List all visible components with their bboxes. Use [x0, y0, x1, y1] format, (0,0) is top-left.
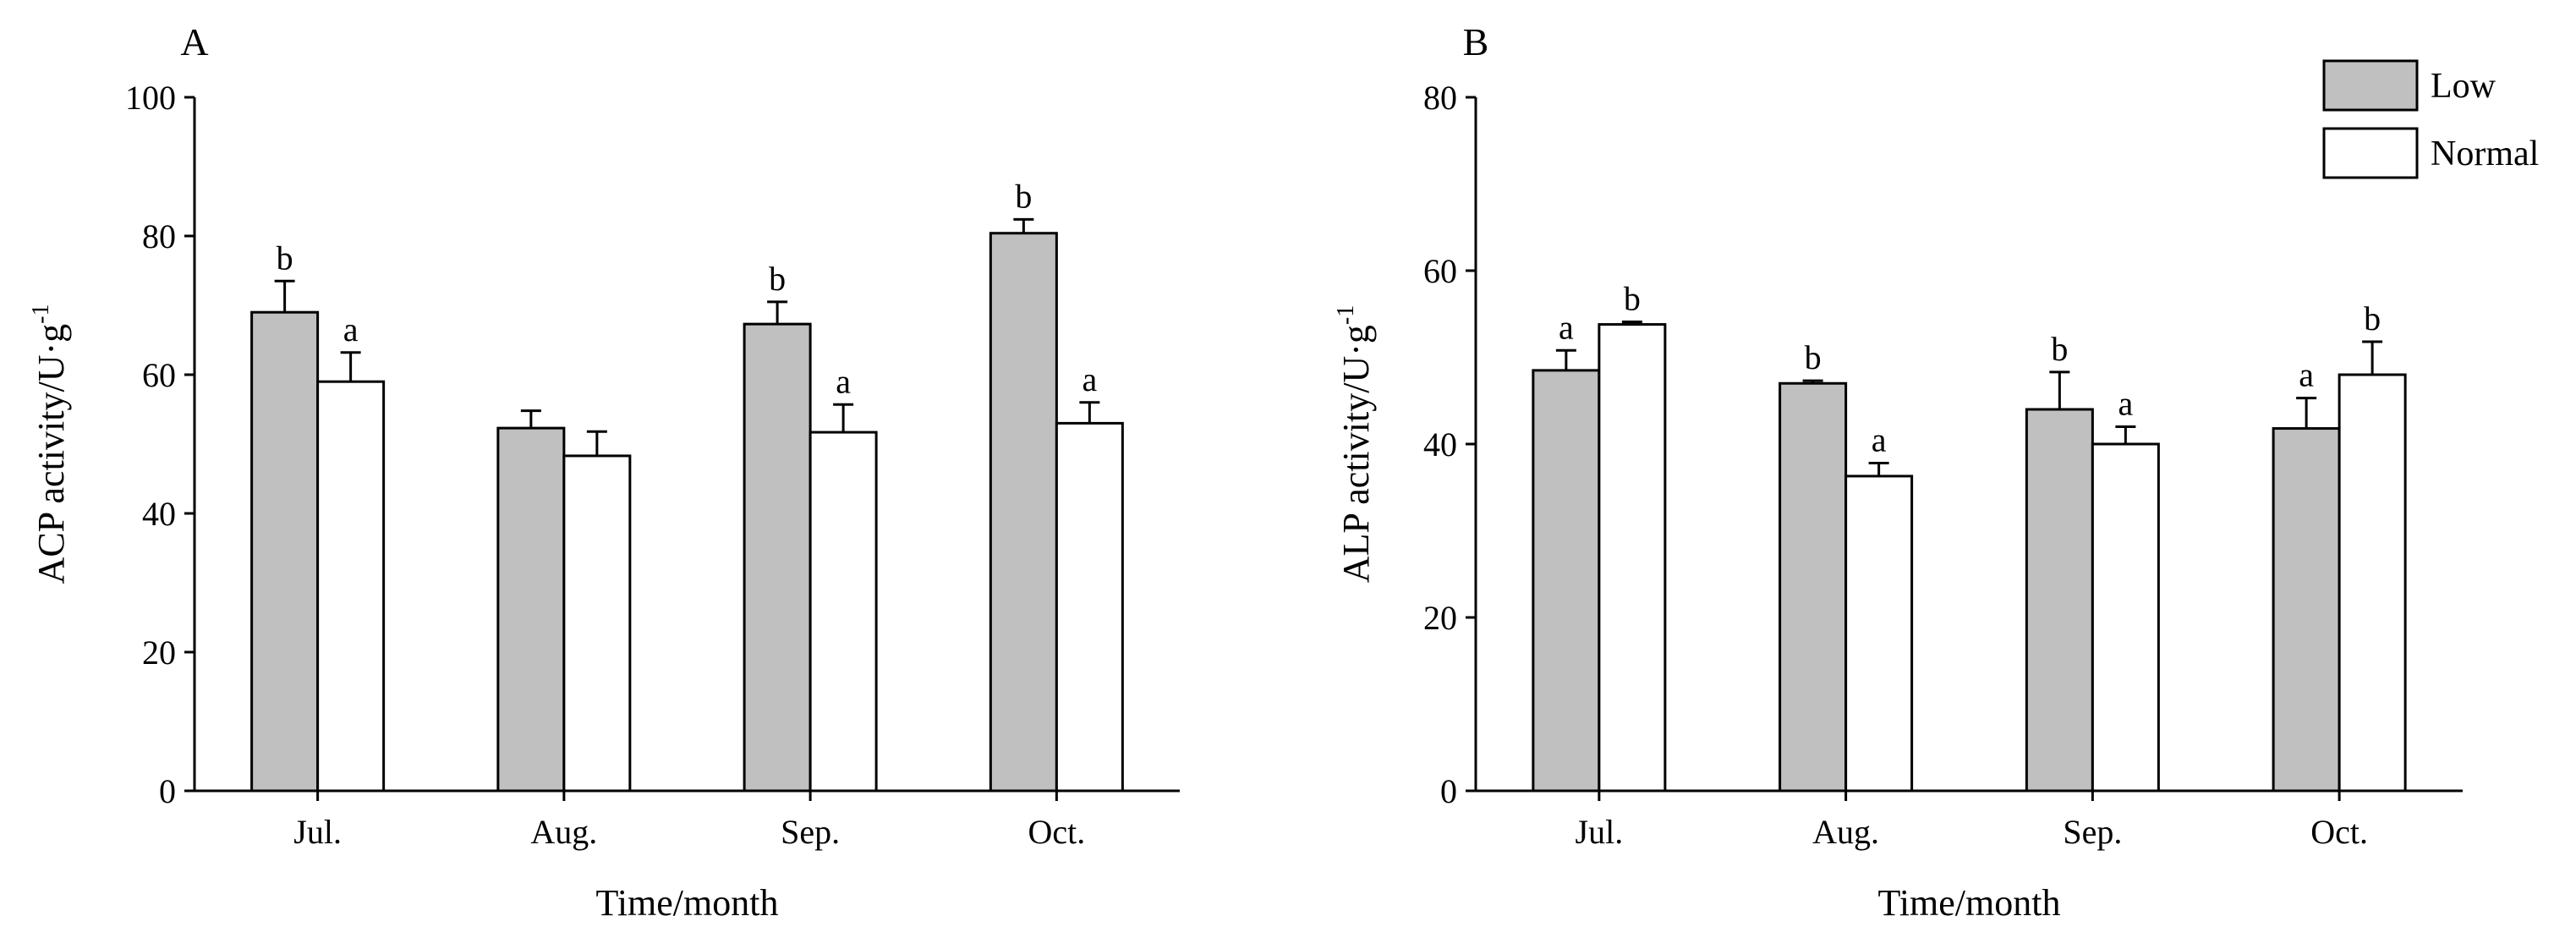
significance-label: b [2051, 330, 2068, 368]
significance-label: b [769, 260, 786, 298]
bar-low-0 [1532, 369, 1601, 793]
x-tick-label: Jul. [1576, 813, 1624, 851]
bar-normal-2 [808, 431, 878, 793]
bar-normal-2 [2091, 442, 2160, 793]
y-tick-label: 40 [142, 495, 176, 533]
legend-label-low: Low [2431, 67, 2497, 106]
significance-label: b [277, 239, 293, 277]
significance-label: a [1872, 421, 1887, 459]
x-tick-label: Sep. [781, 813, 840, 851]
bar-low-1 [1779, 381, 1848, 793]
significance-label: a [836, 362, 851, 400]
x-tick-label: Aug. [530, 813, 597, 851]
significance-label: a [343, 310, 359, 348]
y-tick-label: 100 [125, 79, 176, 117]
y-tick-label: 80 [1423, 79, 1457, 117]
significance-label: a [2118, 385, 2133, 423]
chart-panel-b: B 0 20 40 60 80 Jul. a b Aug. b a Sep. b a Oct. a b ALP ac… [1333, 20, 2463, 924]
significance-label: b [1805, 338, 1822, 376]
legend-swatch-normal [2322, 127, 2419, 179]
bar-low-3 [2272, 427, 2341, 793]
y-tick-label: 20 [1423, 599, 1457, 637]
bar-normal-3 [2338, 373, 2407, 793]
bar-normal-1 [562, 454, 632, 793]
significance-label: a [1559, 308, 1574, 346]
bar-low-1 [496, 426, 566, 793]
y-axis-title: ALP activity/U·g-1 [1333, 305, 1377, 583]
y-axis-title-text: ALP activity/U·g [1335, 325, 1377, 583]
y-tick-label: 80 [142, 217, 176, 255]
significance-label: a [2299, 356, 2314, 394]
y-tick-label: 0 [159, 772, 176, 810]
bar-low-3 [989, 232, 1058, 793]
bar-normal-0 [316, 380, 386, 793]
bar-low-0 [250, 310, 320, 793]
bar-normal-0 [1598, 323, 1667, 793]
significance-label: b [1624, 279, 1641, 317]
chart-panel-a: A 0 20 40 60 80 100 Jul. b a Aug. Sep. b a Oct. b a ACP a… [28, 20, 1180, 924]
panel-label: B [1463, 20, 1489, 63]
bar-low-2 [743, 322, 812, 793]
significance-label: b [1015, 177, 1032, 215]
y-axis-title: ACP activity/U·g-1 [28, 304, 72, 584]
significance-label: b [2364, 299, 2381, 337]
y-tick-label: 40 [1423, 425, 1457, 464]
significance-label: a [1082, 360, 1097, 398]
x-axis-title: Time/month [596, 882, 779, 924]
x-axis-title: Time/month [1878, 882, 2061, 924]
x-tick-label: Sep. [2063, 813, 2122, 851]
bar-normal-3 [1055, 421, 1124, 793]
panel-label: A [180, 20, 208, 63]
y-axis-title-text: ACP activity/U·g [30, 324, 72, 584]
y-axis-title-superscript: -1 [28, 304, 54, 324]
x-tick-label: Oct. [1028, 813, 1085, 851]
y-tick-label: 60 [1423, 252, 1457, 290]
x-tick-label: Oct. [2310, 813, 2368, 851]
legend-label-normal: Normal [2431, 134, 2539, 173]
y-tick-label: 20 [142, 634, 176, 672]
x-tick-label: Aug. [1812, 813, 1879, 851]
y-tick-label: 60 [142, 356, 176, 394]
legend-swatch-low [2322, 59, 2419, 112]
bar-low-2 [2025, 408, 2094, 793]
bar-normal-1 [1844, 474, 1914, 793]
y-tick-label: 0 [1440, 772, 1457, 810]
y-axis-title-superscript: -1 [1333, 305, 1359, 325]
x-tick-label: Jul. [293, 813, 342, 851]
legend: Low Normal [2322, 59, 2539, 179]
